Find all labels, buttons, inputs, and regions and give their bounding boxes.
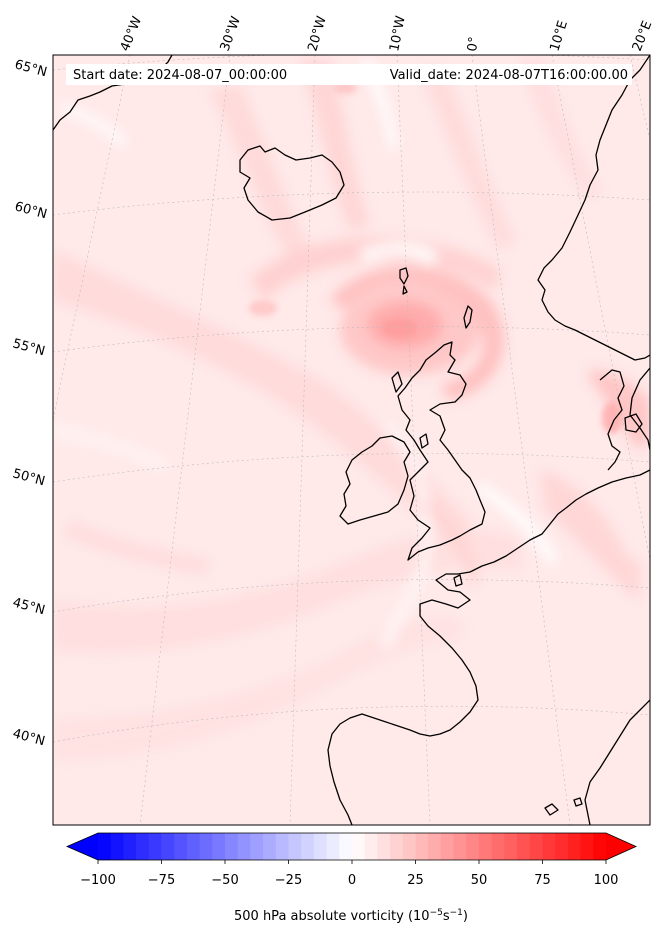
- coastlines: [53, 55, 650, 825]
- colorbar-bin: [326, 833, 340, 860]
- colorbar-bin: [542, 833, 556, 860]
- colorbar-bin: [377, 833, 391, 860]
- coast-channel: [453, 574, 463, 587]
- colorbar-bin: [161, 833, 175, 860]
- colorbar-bin: [250, 833, 264, 860]
- lon-label-0: 0°: [465, 36, 482, 53]
- colorbar-bin: [148, 833, 162, 860]
- lon-label-20w: 20°W: [305, 14, 329, 53]
- coast-faroe: [399, 267, 409, 285]
- colorbar-tick-label: 50: [471, 873, 488, 888]
- coast-hebrides: [391, 371, 403, 393]
- colorbar-bin: [517, 833, 531, 860]
- coast-sweden: [629, 367, 650, 451]
- lat-label-50n: 50°N: [11, 466, 47, 489]
- coast-iceland: [239, 145, 345, 221]
- colorbar-tick-label: 75: [534, 873, 551, 888]
- colorbar-extend-max: [606, 833, 636, 860]
- lat-label-45n: 45°N: [11, 595, 47, 618]
- coast-faroe-2: [402, 285, 408, 295]
- colorbar-bin: [186, 833, 200, 860]
- start-date-label: Start date: 2024-08-07_00:00:00: [73, 68, 287, 83]
- colorbar-tick-label: −25: [275, 873, 302, 888]
- lon-label-20e: 20°E: [630, 19, 656, 54]
- lon-label-30w: 30°W: [218, 14, 244, 53]
- colorbar-bin: [263, 833, 277, 860]
- coast-balearic-2: [573, 797, 583, 807]
- colorbar-tick-label: 25: [407, 873, 424, 888]
- latitude-labels: 65°N 60°N 55°N 50°N 45°N 40°N: [11, 57, 49, 749]
- colorbar-bin: [504, 833, 518, 860]
- colorbar-bin: [567, 833, 581, 860]
- colorbar-bin: [237, 833, 251, 860]
- colorbar: [65, 832, 637, 861]
- colorbar-bin: [402, 833, 416, 860]
- colorbar-tick-label: 100: [594, 873, 619, 888]
- colorbar-bin: [199, 833, 213, 860]
- coast-isles: [419, 433, 429, 449]
- colorbar-bin: [225, 833, 239, 860]
- colorbar-ticks: −100 −75 −50 −25 0 25 50 75 100: [80, 860, 618, 888]
- lon-label-10e: 10°E: [547, 19, 570, 53]
- coast-zealand: [624, 413, 643, 433]
- coast-great-britain: [397, 341, 486, 561]
- lon-label-10w: 10°W: [387, 15, 409, 53]
- colorbar-bin: [415, 833, 429, 860]
- colorbar-bin: [466, 833, 480, 860]
- colorbar-bin: [352, 833, 366, 860]
- colorbar-bin: [440, 833, 454, 860]
- colorbar-bin: [123, 833, 137, 860]
- colorbar-tick-label: −75: [148, 873, 175, 888]
- coast-iberia-north: [584, 699, 650, 825]
- colorbar-bin: [339, 833, 353, 860]
- colorbar-bin: [428, 833, 442, 860]
- colorbar-bin: [491, 833, 505, 860]
- colorbar-bin: [593, 833, 607, 860]
- colorbar-bin: [288, 833, 302, 860]
- coast-denmark: [599, 369, 625, 471]
- coast-continent: [327, 469, 650, 825]
- colorbar-bin: [98, 833, 112, 860]
- colorbar-bin: [453, 833, 467, 860]
- colorbar-bin: [313, 833, 327, 860]
- info-banner: [66, 64, 632, 85]
- lat-label-65n: 65°N: [13, 57, 49, 80]
- coast-ireland: [339, 435, 411, 525]
- colorbar-bin: [136, 833, 150, 860]
- colorbar-bin: [174, 833, 188, 860]
- map-area: [53, 55, 650, 825]
- lat-label-60n: 60°N: [13, 199, 49, 222]
- colorbar-bin: [529, 833, 543, 860]
- colorbar-bin: [580, 833, 594, 860]
- vorticity-contours: [53, 60, 650, 760]
- lat-label-55n: 55°N: [11, 336, 47, 359]
- colorbar-bin: [110, 833, 124, 860]
- longitude-labels: 40°W 30°W 20°W 10°W 0° 10°E 20°E: [118, 14, 656, 53]
- colorbar-bin: [390, 833, 404, 860]
- colorbar-tick-label: −50: [211, 873, 238, 888]
- colorbar-bin: [301, 833, 315, 860]
- colorbar-bin: [479, 833, 493, 860]
- coast-norway: [537, 55, 650, 361]
- map-frame: [52, 54, 651, 826]
- colorbar-bin: [364, 833, 378, 860]
- colorbar-bin: [212, 833, 226, 860]
- coast-shetland: [463, 305, 473, 329]
- colorbar-tick-label: 0: [348, 873, 356, 888]
- colorbar-bin: [555, 833, 569, 860]
- lon-label-40w: 40°W: [118, 14, 145, 53]
- coast-balearic: [544, 803, 559, 816]
- colorbar-label: 500 hPa absolute vorticity (10−5s−1): [234, 908, 468, 924]
- colorbar-bin: [275, 833, 289, 860]
- colorbar-tick-label: −100: [80, 873, 116, 888]
- valid-date-label: Valid_date: 2024-08-07T16:00:00.00: [390, 68, 628, 83]
- colorbar-extend-min: [67, 833, 98, 860]
- lat-label-40n: 40°N: [11, 726, 47, 749]
